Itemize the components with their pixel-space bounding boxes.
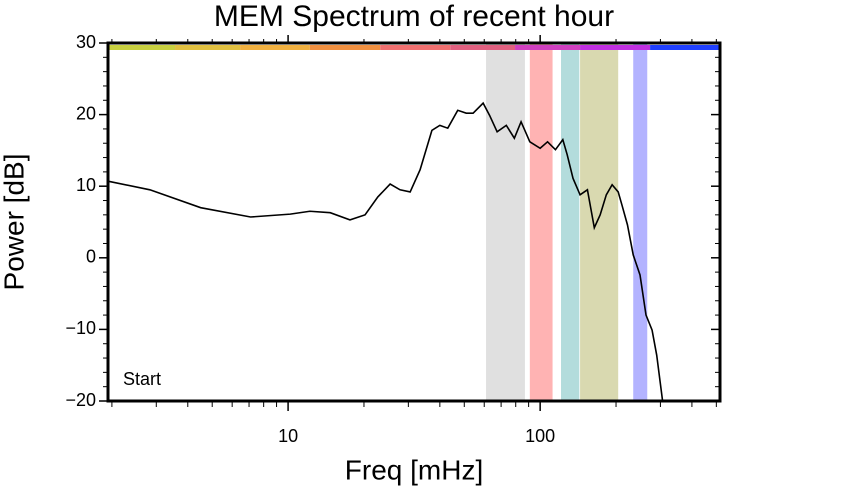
color-bar-segment <box>580 45 651 50</box>
color-bar-segment <box>240 45 310 50</box>
color-bar-segment <box>380 45 451 50</box>
color-bar-segment <box>175 45 241 50</box>
x-tick-label: 10 <box>278 426 298 446</box>
color-bar-segment <box>108 45 176 50</box>
shaded-band <box>580 43 619 401</box>
shaded-band <box>529 43 553 401</box>
y-axis-label: Power [dB] <box>0 154 29 291</box>
x-tick-label: 100 <box>525 426 555 446</box>
chart-title: MEM Spectrum of recent hour <box>214 0 614 33</box>
color-bar-segment <box>309 45 381 50</box>
y-tick-label: 20 <box>76 103 96 123</box>
line <box>107 101 664 402</box>
y-tick-label: −10 <box>65 318 96 338</box>
x-axis-label: Freq [mHz] <box>345 454 483 485</box>
color-bar-segment <box>650 45 720 50</box>
color-bar-segment <box>515 45 581 50</box>
shaded-band <box>633 43 648 401</box>
y-tick-label: −20 <box>65 390 96 410</box>
y-tick-label: 10 <box>76 175 96 195</box>
annotation: Start <box>123 369 161 389</box>
color-bar-segment <box>450 45 516 50</box>
y-tick-label: 0 <box>86 247 96 267</box>
plot-frame <box>106 41 722 403</box>
y-tick-label: 30 <box>76 32 96 52</box>
shaded-band <box>561 43 580 401</box>
shaded-band <box>486 43 525 401</box>
